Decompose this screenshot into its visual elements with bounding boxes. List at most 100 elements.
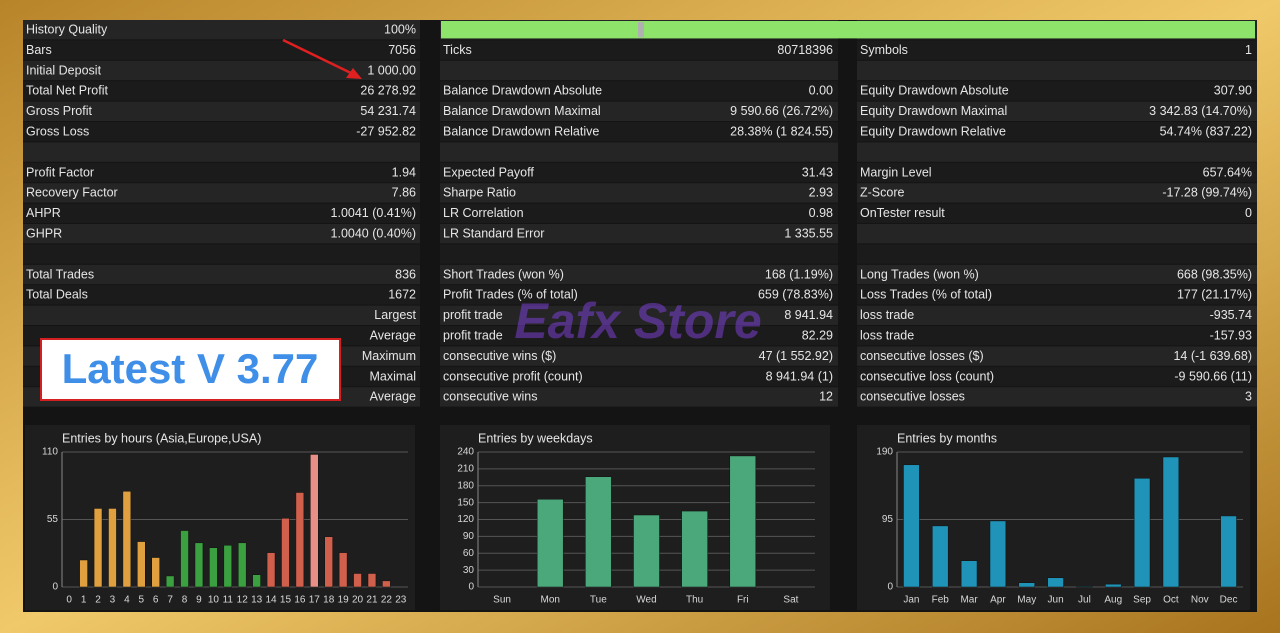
row-bg xyxy=(857,122,1257,142)
cell-value: 836 xyxy=(395,267,416,281)
x-tick-label: 15 xyxy=(280,595,292,606)
bar xyxy=(108,508,117,588)
row-bg xyxy=(440,101,838,121)
row-bg xyxy=(440,264,838,285)
bar xyxy=(1133,478,1151,588)
arrow xyxy=(282,38,356,77)
row-bg xyxy=(857,60,1257,81)
x-tick-label: 22 xyxy=(381,595,393,606)
bar xyxy=(633,514,660,588)
cell-label: consecutive losses xyxy=(860,390,965,404)
x-tick-label: 23 xyxy=(395,595,407,606)
bar xyxy=(382,580,391,588)
row-bg xyxy=(440,162,838,183)
cell-label: Balance Drawdown Maximal xyxy=(443,104,601,118)
x-tick-label: Thu xyxy=(686,595,703,606)
cell-value: 54 231.74 xyxy=(360,104,416,118)
bar xyxy=(93,508,103,588)
cell-value: 3 xyxy=(1245,390,1252,404)
row-bg xyxy=(857,40,1257,60)
bar xyxy=(122,491,132,588)
bar xyxy=(338,552,348,588)
row-bg xyxy=(857,183,1257,203)
x-tick-label: 18 xyxy=(323,595,335,606)
cell-label: Recovery Factor xyxy=(26,186,118,200)
x-tick-label: 3 xyxy=(110,595,116,606)
x-tick-label: Mar xyxy=(960,595,978,606)
row-bg xyxy=(857,285,1257,305)
row-bg xyxy=(23,122,420,142)
cell-label: Symbols xyxy=(860,43,908,57)
row-bg xyxy=(857,203,1257,223)
cell-label: Total Net Profit xyxy=(26,84,109,98)
row-bg xyxy=(23,101,420,121)
cell-value: 1.94 xyxy=(392,165,416,179)
x-tick-label: 8 xyxy=(182,595,188,606)
x-tick-label: 14 xyxy=(265,595,277,606)
cell-label: Total Deals xyxy=(26,288,88,302)
cell-label: consecutive losses ($) xyxy=(860,349,984,363)
bar xyxy=(932,525,949,588)
cell-label: consecutive wins xyxy=(443,390,538,404)
cell-label: Loss Trades (% of total) xyxy=(860,288,992,302)
x-tick-label: Fri xyxy=(737,595,749,606)
x-tick-label: Tue xyxy=(590,595,607,606)
x-tick-label: Aug xyxy=(1104,595,1122,606)
x-tick-label: 9 xyxy=(196,595,202,606)
bar xyxy=(729,455,757,588)
cell-value: 177 (21.17%) xyxy=(1177,288,1252,302)
bar xyxy=(536,499,564,588)
row-bg xyxy=(857,224,1257,244)
x-tick-label: 6 xyxy=(153,595,159,606)
cell-label: OnTester result xyxy=(860,206,945,220)
cell-label: Total Trades xyxy=(26,267,94,281)
cell-value: 54.74% (837.22) xyxy=(1160,124,1252,138)
charts: Entries by hours (Asia,Europe,USA)055110… xyxy=(25,425,1250,610)
x-tick-label: Sep xyxy=(1133,595,1151,606)
y-tick-label: 210 xyxy=(457,464,474,475)
row-bg xyxy=(440,285,838,305)
x-tick-label: 0 xyxy=(66,595,72,606)
cell-value: Largest xyxy=(374,308,416,322)
row-bg xyxy=(23,142,420,162)
cell-label: loss trade xyxy=(860,308,914,322)
y-tick-label: 0 xyxy=(887,582,893,593)
row-bg xyxy=(23,20,420,40)
y-tick-label: 60 xyxy=(463,548,475,559)
cell-value: 80718396 xyxy=(777,43,833,57)
cell-label: Initial Deposit xyxy=(26,63,102,77)
y-tick-label: 150 xyxy=(457,497,474,508)
row-bg xyxy=(23,81,420,101)
cell-label: Balance Drawdown Relative xyxy=(443,124,599,138)
bar xyxy=(1220,515,1237,588)
x-tick-label: 16 xyxy=(294,595,306,606)
row-bg xyxy=(23,224,420,244)
bar xyxy=(681,510,708,588)
table: History Quality 100% Bars 7056 Ticks 80718396… xyxy=(23,20,1257,407)
row-bg xyxy=(440,183,838,203)
row-bg xyxy=(440,305,838,325)
row-bg xyxy=(23,285,420,305)
x-tick-label: Sun xyxy=(493,595,511,606)
cell-label: Profit Factor xyxy=(26,165,94,179)
cell-value: 1672 xyxy=(388,288,416,302)
y-tick-label: 95 xyxy=(882,514,894,525)
bar xyxy=(295,492,305,588)
cell-value: 1 000.00 xyxy=(367,63,416,77)
cell-value: 3 342.83 (14.70%) xyxy=(1149,104,1252,118)
row-bg xyxy=(23,60,420,81)
cell-value: 82.29 xyxy=(802,328,833,342)
cell-label: Bars xyxy=(26,43,52,57)
cell-value: 26 278.92 xyxy=(360,84,416,98)
cell-label: Gross Profit xyxy=(26,104,93,118)
x-tick-label: Oct xyxy=(1163,595,1179,606)
x-tick-label: 10 xyxy=(208,595,220,606)
bar xyxy=(585,476,612,588)
row-bg xyxy=(440,346,838,366)
x-tick-label: 2 xyxy=(95,595,101,606)
x-tick-label: 13 xyxy=(251,595,263,606)
row-bg xyxy=(440,122,838,142)
bar xyxy=(1076,586,1093,588)
cell-value: 14 (-1 639.68) xyxy=(1173,349,1252,363)
